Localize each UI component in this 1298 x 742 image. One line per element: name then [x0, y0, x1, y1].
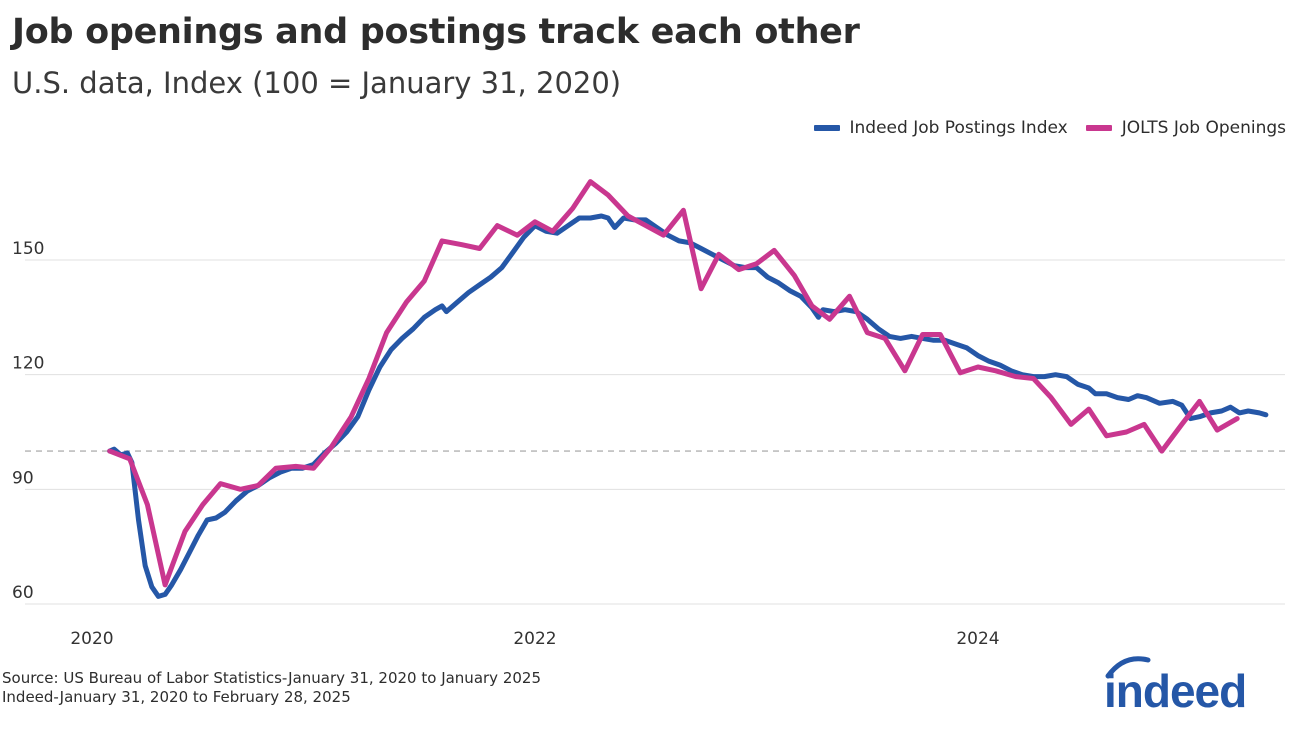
series-lines	[107, 179, 1269, 599]
chart-subtitle: U.S. data, Index (100 = January 31, 2020…	[12, 66, 622, 100]
legend-swatch-indeed	[813, 125, 840, 131]
indeed-logo: indeed	[1104, 656, 1247, 717]
logo-arc-icon	[1105, 656, 1151, 679]
y-tick-label-150: 150	[12, 239, 44, 259]
legend-label-jolts: JOLTS Job Openings	[1121, 118, 1286, 138]
chart-title: Job openings and postings track each oth…	[12, 12, 860, 52]
grid-lines	[25, 259, 1285, 605]
x-tick-label-2022: 2022	[513, 629, 556, 649]
x-tick-label-2024: 2024	[956, 629, 999, 649]
legend-item-jolts: JOLTS Job Openings	[1085, 118, 1286, 138]
x-tick-label-2020: 2020	[70, 629, 113, 649]
y-tick-label-120: 120	[12, 354, 44, 374]
source-note: Source: US Bureau of Labor Statistics-Ja…	[2, 669, 541, 707]
legend-swatch-jolts	[1085, 125, 1112, 131]
legend-item-indeed: Indeed Job Postings Index	[813, 118, 1068, 138]
axis-labels: 60 90 120 150 2020 2022 2024	[12, 239, 1000, 649]
logo-wordmark: indeed	[1104, 665, 1246, 717]
y-tick-label-60: 60	[12, 583, 34, 603]
series-line-jolts-job-openings	[107, 179, 1240, 588]
chart-legend: Indeed Job Postings Index JOLTS Job Open…	[813, 118, 1286, 138]
y-tick-label-90: 90	[12, 468, 34, 488]
source-line-1: Source: US Bureau of Labor Statistics-Ja…	[2, 669, 541, 687]
source-line-2: Indeed-January 31, 2020 to February 28, …	[2, 688, 351, 706]
legend-label-indeed: Indeed Job Postings Index	[849, 118, 1068, 138]
series-line-indeed-job-postings	[107, 213, 1269, 599]
